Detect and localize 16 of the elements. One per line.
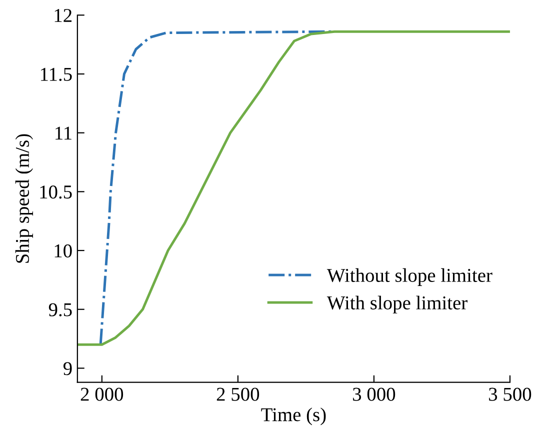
y-tick-label: 11 (56, 126, 72, 140)
y-tick-label: 9 (63, 362, 72, 376)
y-tick-label: 11.5 (40, 68, 72, 81)
x-tick-label: 3 000 (353, 388, 396, 401)
y-tick-label: 9.5 (48, 303, 72, 316)
y-tick-label: 10 (54, 244, 72, 258)
x-tick-label: 2 000 (80, 388, 124, 401)
legend-label: Without slope limiter (326, 268, 492, 286)
legend-label: With slope limiter (326, 296, 468, 314)
x-axis-title: Time (s) (261, 408, 326, 426)
y-tick-label: 10.5 (40, 185, 72, 199)
y-tick-label: 12 (54, 8, 72, 22)
line-series (77, 30, 510, 346)
x-tick-label: 2 500 (216, 388, 260, 401)
x-tick-label: 3 500 (489, 388, 532, 401)
y-axis-title: Ship speed (m/s) (15, 134, 33, 263)
